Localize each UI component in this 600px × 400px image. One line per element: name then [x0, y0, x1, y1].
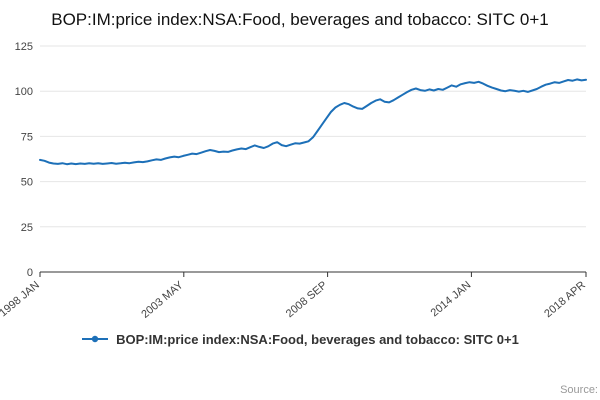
y-tick-label: 25	[21, 222, 33, 234]
x-tick-label: 2018 APR	[542, 279, 588, 320]
chart-title: BOP:IM:price index:NSA:Food, beverages a…	[51, 10, 549, 29]
x-tick-label: 1998 JAN	[0, 279, 42, 319]
line-chart-svg: 0 25 50 75 100 125 1998 JAN 2003 MAY 2008 SEP 201…	[0, 41, 588, 321]
legend-item[interactable]: BOP:IM:price index:NSA:Food, beverages a…	[0, 332, 600, 347]
x-tick-label: 2014 JAN	[429, 279, 474, 319]
y-tick-label: 100	[15, 86, 33, 98]
x-tick-label: 2008 SEP	[284, 279, 330, 320]
series-line	[39, 78, 587, 166]
source-label: Source:	[560, 384, 598, 396]
y-tick-label: 50	[21, 177, 33, 189]
chart-plot-area: 0 25 50 75 100 125 1998 JAN 2003 MAY 2008 SEP 201…	[0, 34, 600, 332]
y-tick-label: 125	[15, 41, 33, 53]
y-tick-label: 0	[27, 267, 33, 279]
legend-line-marker-icon	[82, 336, 109, 343]
legend-label: BOP:IM:price index:NSA:Food, beverages a…	[116, 331, 519, 347]
x-tick-label: 2003 MAY	[139, 279, 186, 321]
y-tick-label: 75	[21, 131, 33, 143]
